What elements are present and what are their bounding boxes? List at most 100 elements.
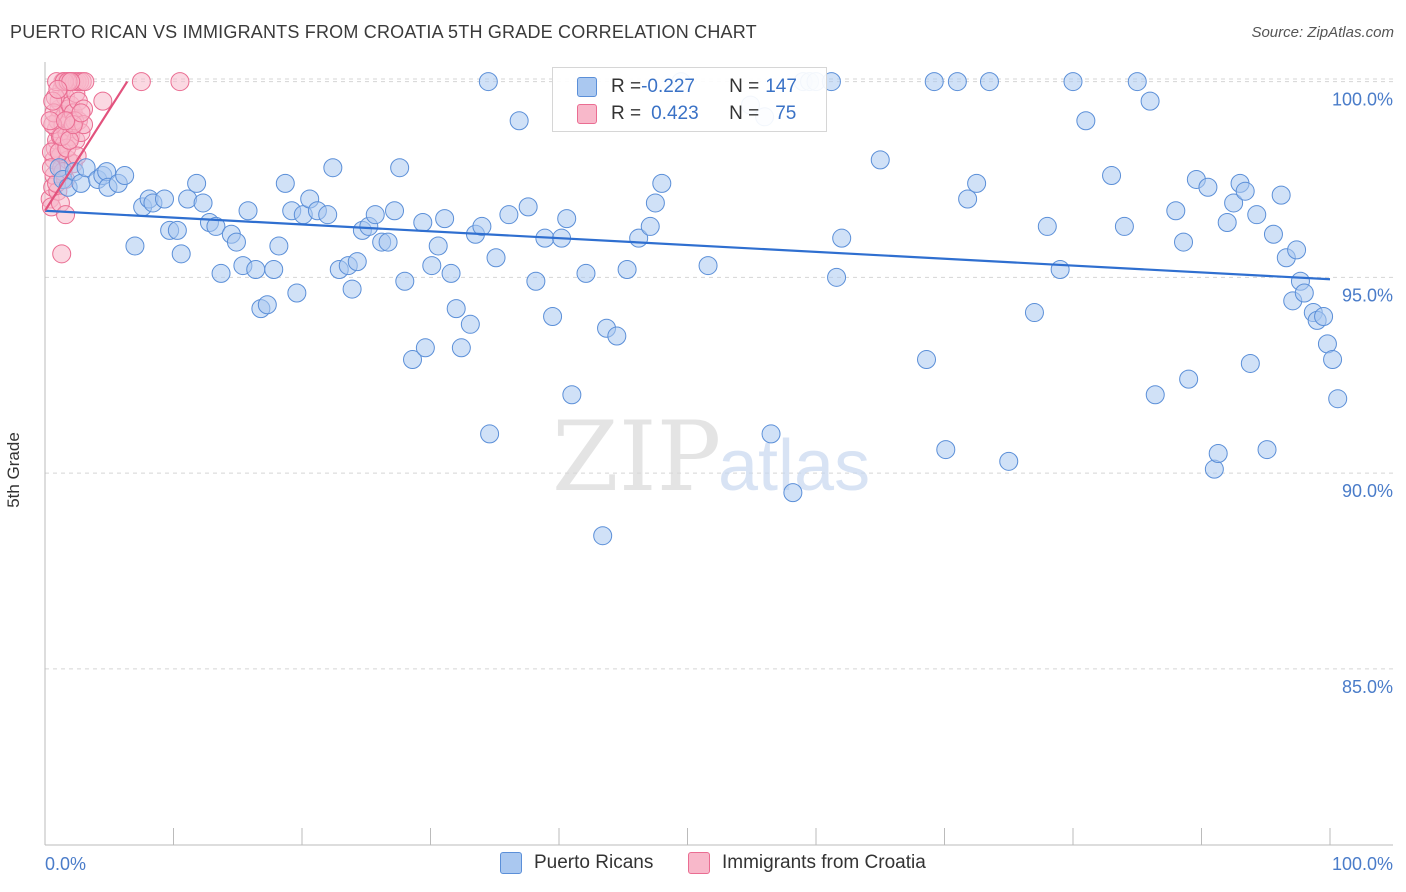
croatia-point — [59, 130, 79, 150]
puerto-rican-point — [1323, 350, 1343, 370]
puerto-rican-point — [257, 295, 277, 315]
puerto-rican-point — [1145, 385, 1165, 405]
y-tick-label: 85.0% — [1342, 677, 1393, 697]
puerto-rican-point — [870, 150, 890, 170]
watermark-zip: ZIP — [552, 401, 721, 513]
puerto-rican-point — [576, 263, 596, 283]
legend-r-label: R = — [611, 76, 642, 97]
puerto-rican-point — [446, 299, 466, 319]
legend-swatch-pink — [577, 104, 597, 124]
puerto-rican-point — [562, 385, 582, 405]
croatia-point — [93, 91, 113, 111]
puerto-rican-point — [936, 440, 956, 460]
puerto-rican-point — [958, 189, 978, 209]
puerto-rican-point — [783, 483, 803, 503]
croatia-point — [71, 103, 91, 123]
puerto-rican-point — [1287, 240, 1307, 260]
puerto-rican-point — [460, 314, 480, 334]
puerto-rican-point — [478, 72, 498, 92]
tick-labels: 100.0% 95.0% 90.0% 85.0% 0.0% 100.0% — [45, 90, 1393, 874]
puerto-rican-point — [1024, 303, 1044, 323]
x-tick-label: 0.0% — [45, 854, 86, 874]
puerto-rican-point — [155, 189, 175, 209]
chart-title: PUERTO RICAN VS IMMIGRANTS FROM CROATIA … — [10, 22, 757, 42]
puerto-rican-point — [486, 248, 506, 268]
bottom-legend-immigrants-from-croatia[interactable]: Immigrants from Croatia — [688, 852, 926, 874]
legend-n-label: N = — [729, 103, 760, 124]
puerto-rican-point — [645, 193, 665, 213]
bottom-legend-label: Immigrants from Croatia — [722, 852, 926, 873]
puerto-rican-point — [557, 209, 577, 229]
puerto-rican-point — [617, 259, 637, 279]
puerto-rican-point — [526, 271, 546, 291]
legend-n-value: 75 — [775, 103, 797, 124]
puerto-rican-point — [365, 205, 385, 225]
puerto-rican-point — [269, 236, 289, 256]
puerto-rican-point — [1174, 232, 1194, 252]
puerto-rican-point — [832, 228, 852, 248]
puerto-rican-point — [385, 201, 405, 221]
puerto-rican-point — [115, 166, 135, 186]
puerto-rican-point — [979, 72, 999, 92]
y-tick-label: 95.0% — [1342, 285, 1393, 305]
puerto-rican-point — [1294, 283, 1314, 303]
x-tick-label: 100.0% — [1332, 854, 1393, 874]
bottom-legend: Puerto Ricans Immigrants from Croatia — [0, 852, 1406, 878]
puerto-rican-point — [1114, 216, 1134, 236]
puerto-ricans-trend-line — [44, 209, 1331, 281]
puerto-rican-point — [125, 236, 145, 256]
puerto-rican-point — [318, 205, 338, 225]
puerto-rican-point — [947, 72, 967, 92]
puerto-rican-point — [1166, 201, 1186, 221]
puerto-rican-point — [1224, 193, 1244, 213]
puerto-rican-point — [698, 256, 718, 276]
puerto-rican-point — [1263, 224, 1283, 244]
puerto-rican-point — [206, 216, 226, 236]
puerto-rican-point — [1204, 459, 1224, 479]
puerto-rican-point — [413, 213, 433, 233]
puerto-rican-point — [378, 232, 398, 252]
puerto-rican-point — [999, 451, 1019, 471]
legend-r-value: -0.227 — [641, 76, 695, 97]
y-tick-label: 90.0% — [1342, 481, 1393, 501]
legend-row-immigrants-from-croatia: R = 0.423 N = 75 — [577, 101, 796, 127]
puerto-rican-point — [171, 244, 191, 264]
puerto-rican-point — [1208, 444, 1228, 463]
bottom-legend-label: Puerto Ricans — [534, 852, 654, 873]
puerto-rican-point — [390, 158, 410, 178]
puerto-rican-point — [246, 259, 266, 279]
puerto-rican-point — [415, 338, 435, 358]
puerto-rican-point — [472, 216, 492, 236]
puerto-rican-point — [967, 173, 987, 193]
puerto-rican-point — [1328, 389, 1348, 409]
croatia-point — [170, 72, 190, 92]
puerto-rican-point — [1063, 72, 1083, 92]
puerto-rican-point — [652, 173, 672, 193]
legend-r-label: R = — [611, 103, 642, 124]
puerto-rican-point — [827, 267, 847, 287]
puerto-rican-point — [761, 424, 781, 444]
legend-n-label: N = — [729, 76, 760, 97]
puerto-rican-point — [607, 326, 627, 346]
puerto-rican-point — [1140, 91, 1160, 111]
puerto-rican-point — [347, 252, 367, 272]
puerto-rican-point — [1235, 181, 1255, 201]
puerto-rican-point — [435, 209, 455, 229]
puerto-rican-point — [264, 259, 284, 279]
puerto-rican-point — [187, 173, 207, 193]
source-label: Source: ZipAtlas.com — [1251, 24, 1394, 41]
croatia-point — [56, 111, 76, 131]
puerto-rican-point — [403, 350, 423, 370]
puerto-rican-point — [226, 232, 246, 252]
puerto-rican-point — [1102, 166, 1122, 186]
puerto-rican-point — [1257, 440, 1277, 460]
puerto-rican-point — [1050, 259, 1070, 279]
puerto-rican-point — [499, 205, 519, 225]
puerto-rican-point — [924, 72, 944, 92]
puerto-rican-point — [1179, 369, 1199, 389]
puerto-rican-point — [342, 279, 362, 299]
bottom-legend-puerto-ricans[interactable]: Puerto Ricans — [500, 852, 653, 874]
puerto-rican-point — [211, 263, 231, 283]
puerto-rican-point — [518, 197, 538, 217]
